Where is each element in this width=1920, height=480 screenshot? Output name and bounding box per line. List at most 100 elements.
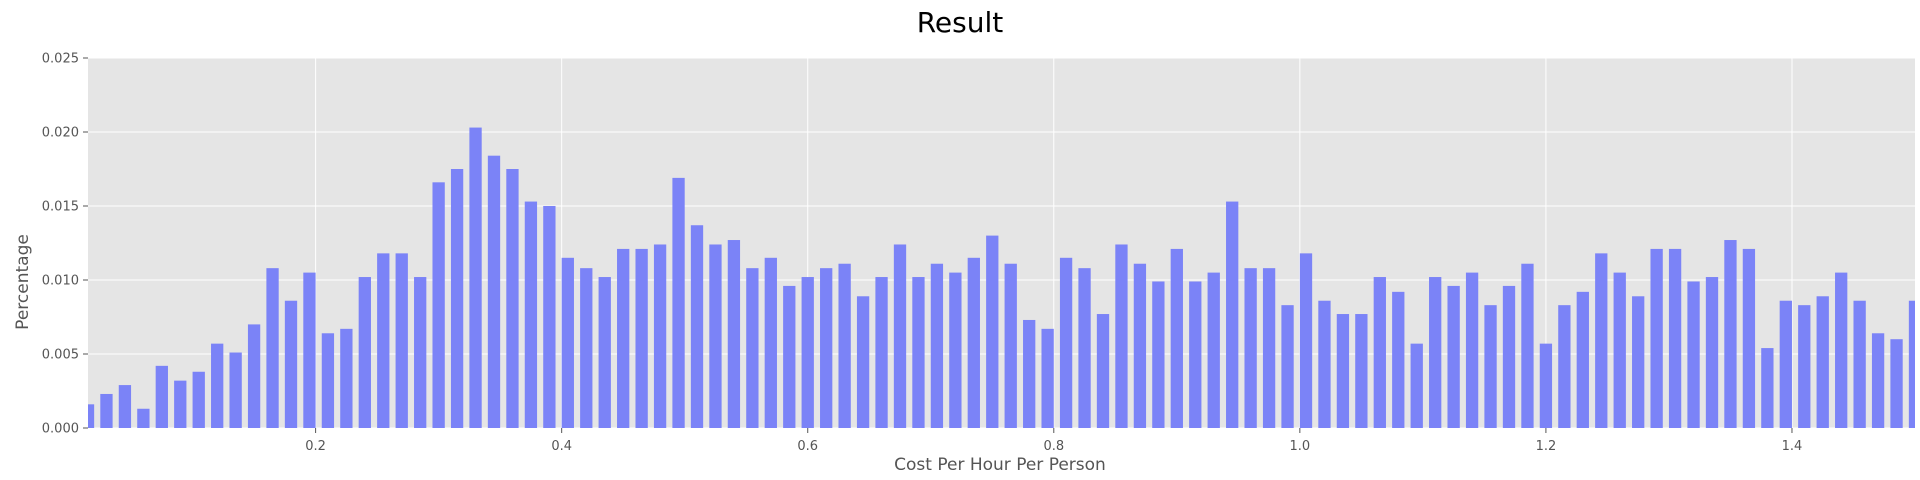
bar: [1558, 305, 1571, 428]
bar: [88, 404, 95, 428]
bar: [1632, 296, 1645, 428]
bar: [1023, 319, 1036, 428]
bar: [617, 248, 630, 428]
bar: [137, 408, 150, 428]
bar: [192, 371, 205, 428]
x-axis-label: Cost Per Hour Per Person: [894, 455, 1106, 475]
bar: [377, 253, 390, 428]
bar: [1521, 263, 1534, 428]
y-axis-label: Percentage: [13, 234, 33, 330]
bar: [1059, 257, 1073, 428]
bar: [395, 253, 408, 428]
bar: [506, 169, 519, 428]
y-axis-ticks: 0.000 0.005 0.010 0.015 0.020 0.025: [42, 52, 88, 437]
x-tick-label: 1.4: [1782, 439, 1803, 454]
bar: [1835, 272, 1848, 428]
bar: [1336, 314, 1350, 428]
y-tick-label: 0.005: [42, 348, 79, 363]
y-tick-label: 0.020: [42, 126, 79, 141]
bar: [543, 206, 556, 428]
bar: [1004, 263, 1017, 428]
bar: [764, 257, 777, 428]
y-tick-label: 0.000: [42, 422, 79, 437]
bar: [949, 272, 962, 428]
bar: [1373, 277, 1386, 428]
bar: [469, 127, 482, 428]
bar: [912, 277, 925, 428]
bar: [1465, 272, 1479, 428]
bar: [1779, 300, 1792, 428]
bar: [1908, 300, 1915, 428]
bar: [524, 201, 538, 428]
bar: [561, 257, 574, 428]
bar: [1761, 348, 1774, 428]
bar: [432, 182, 445, 428]
bar: [284, 300, 298, 428]
bar: [1705, 277, 1719, 428]
x-tick-label: 0.2: [305, 439, 326, 454]
bar: [1318, 300, 1331, 428]
bar: [1170, 248, 1183, 428]
bar: [1576, 291, 1589, 428]
bar: [598, 277, 611, 428]
bar: [1189, 281, 1202, 428]
bar: [1152, 281, 1165, 428]
x-tick-label: 1.2: [1536, 439, 1557, 454]
bar: [986, 235, 999, 428]
y-tick-label: 0.010: [42, 274, 79, 289]
bar: [1262, 268, 1276, 428]
bar: [1355, 314, 1368, 428]
bar: [340, 328, 353, 428]
bar: [930, 263, 944, 428]
bar: [414, 277, 427, 428]
bar: [1613, 272, 1626, 428]
bar: [653, 244, 667, 428]
bar: [838, 263, 851, 428]
bar: [1595, 253, 1608, 428]
bar: [303, 272, 316, 428]
bar: [1133, 263, 1147, 428]
y-tick-label: 0.015: [42, 200, 79, 215]
chart-title: Result: [917, 6, 1004, 39]
bar: [783, 285, 796, 428]
bar: [875, 277, 888, 428]
bar: [118, 385, 132, 428]
bar: [1853, 300, 1866, 428]
bar: [1392, 291, 1405, 428]
x-tick-label: 0.6: [797, 439, 818, 454]
bar: [1207, 272, 1220, 428]
bar: [100, 393, 113, 428]
x-tick-label: 1.0: [1290, 439, 1311, 454]
bar: [1447, 285, 1460, 428]
bar: [247, 324, 261, 428]
x-axis-ticks: 0.2 0.4 0.6 0.8 1.0 1.2 1.4: [305, 428, 1802, 454]
bar: [1429, 277, 1442, 428]
bar: [690, 225, 704, 428]
bar: [1668, 248, 1682, 428]
bar: [1816, 296, 1829, 428]
bar: [1041, 328, 1054, 428]
bar: [893, 244, 907, 428]
bar: [635, 248, 648, 428]
bar: [1539, 343, 1553, 428]
bar: [820, 268, 833, 428]
bar: [1226, 201, 1239, 428]
bar: [1299, 253, 1313, 428]
bar: [1281, 305, 1294, 428]
bar: [709, 244, 722, 428]
x-tick-label: 0.8: [1043, 439, 1064, 454]
bar: [450, 169, 464, 428]
bar: [580, 268, 593, 428]
bar: [1078, 268, 1091, 428]
bar: [1410, 343, 1423, 428]
bar: [1244, 268, 1257, 428]
bar: [358, 277, 371, 428]
bar: [1115, 244, 1128, 428]
x-tick-label: 0.4: [551, 439, 572, 454]
plot-background: [88, 58, 1915, 428]
bar: [672, 177, 685, 428]
bar: [727, 240, 741, 428]
bar: [1484, 305, 1497, 428]
bar: [746, 268, 759, 428]
